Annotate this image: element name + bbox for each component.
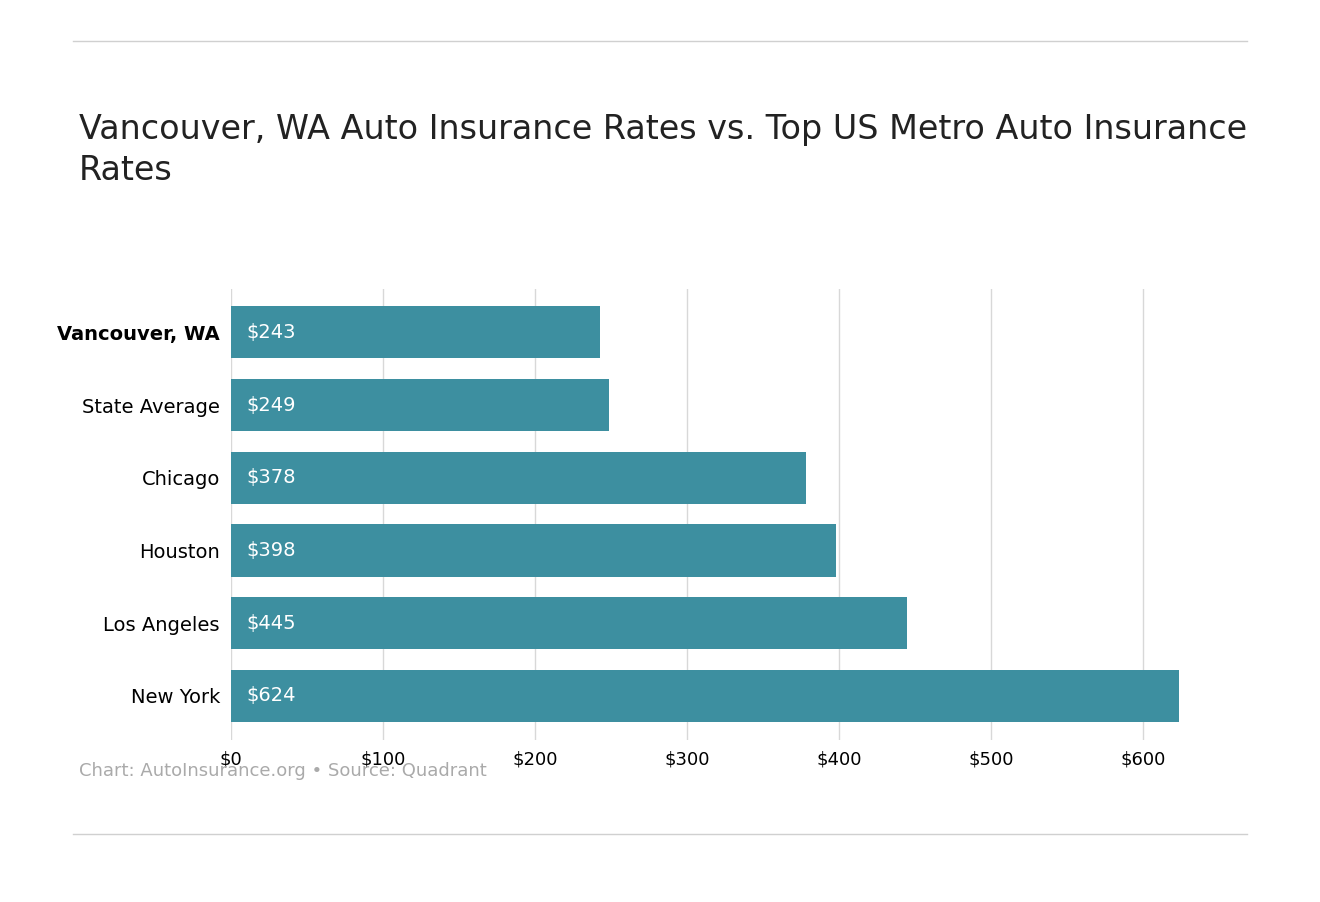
Text: Vancouver, WA Auto Insurance Rates vs. Top US Metro Auto Insurance
Rates: Vancouver, WA Auto Insurance Rates vs. T… — [79, 113, 1247, 187]
Text: $624: $624 — [247, 686, 296, 705]
Text: $249: $249 — [247, 396, 296, 415]
Text: Chart: AutoInsurance.org • Source: Quadrant: Chart: AutoInsurance.org • Source: Quadr… — [79, 762, 487, 780]
Bar — [231, 670, 1180, 723]
Bar — [231, 597, 907, 649]
Text: $398: $398 — [247, 541, 296, 560]
Bar — [231, 452, 805, 504]
Bar — [231, 379, 610, 431]
Text: $243: $243 — [247, 323, 296, 342]
Bar — [231, 306, 601, 358]
Text: $378: $378 — [247, 468, 296, 487]
Text: $445: $445 — [247, 613, 296, 632]
Bar — [231, 524, 836, 576]
